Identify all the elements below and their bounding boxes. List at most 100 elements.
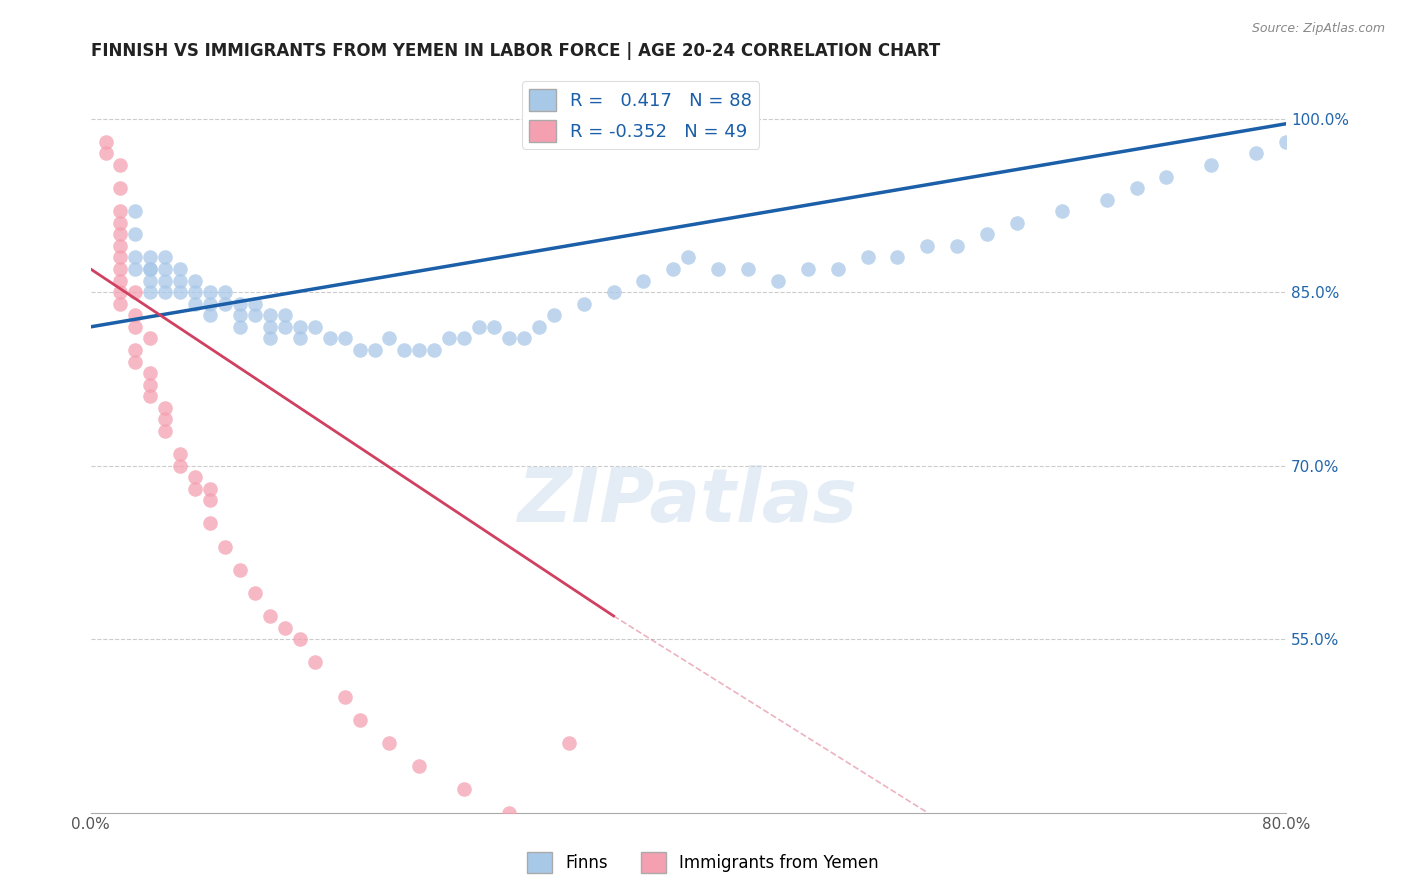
Point bbox=[1095, 193, 1118, 207]
Point bbox=[737, 262, 759, 277]
Point bbox=[169, 274, 191, 288]
Point bbox=[139, 274, 162, 288]
Point bbox=[1156, 169, 1178, 184]
Point bbox=[155, 274, 177, 288]
Point bbox=[243, 296, 266, 310]
Point bbox=[198, 308, 221, 322]
Point bbox=[439, 331, 461, 345]
Point bbox=[1125, 181, 1147, 195]
Point bbox=[229, 308, 252, 322]
Point bbox=[288, 331, 311, 345]
Point bbox=[856, 251, 879, 265]
Point bbox=[124, 285, 146, 300]
Point bbox=[155, 401, 177, 415]
Point bbox=[124, 319, 146, 334]
Point bbox=[766, 274, 789, 288]
Point bbox=[139, 366, 162, 380]
Point bbox=[155, 412, 177, 426]
Point bbox=[184, 285, 207, 300]
Point bbox=[110, 285, 132, 300]
Point bbox=[198, 516, 221, 531]
Point bbox=[707, 262, 730, 277]
Point bbox=[110, 251, 132, 265]
Point bbox=[318, 331, 340, 345]
Point bbox=[198, 285, 221, 300]
Point bbox=[94, 146, 117, 161]
Point bbox=[1334, 112, 1357, 126]
Point bbox=[169, 262, 191, 277]
Point bbox=[124, 262, 146, 277]
Point bbox=[602, 285, 624, 300]
Point bbox=[453, 331, 475, 345]
Point bbox=[408, 343, 430, 357]
Point bbox=[124, 354, 146, 368]
Point bbox=[198, 493, 221, 508]
Point bbox=[1275, 135, 1298, 149]
Point bbox=[139, 389, 162, 403]
Point bbox=[1305, 123, 1327, 137]
Point bbox=[946, 239, 969, 253]
Point bbox=[139, 251, 162, 265]
Legend: Finns, Immigrants from Yemen: Finns, Immigrants from Yemen bbox=[520, 846, 886, 880]
Point bbox=[558, 736, 581, 750]
Point bbox=[110, 296, 132, 310]
Point bbox=[662, 262, 685, 277]
Point bbox=[1244, 146, 1267, 161]
Point bbox=[139, 262, 162, 277]
Point bbox=[333, 690, 356, 704]
Point bbox=[1199, 158, 1222, 172]
Point bbox=[288, 319, 311, 334]
Point bbox=[184, 482, 207, 496]
Point bbox=[363, 343, 385, 357]
Point bbox=[124, 251, 146, 265]
Point bbox=[304, 319, 326, 334]
Point bbox=[1364, 112, 1386, 126]
Point bbox=[259, 319, 281, 334]
Point bbox=[94, 135, 117, 149]
Point bbox=[155, 251, 177, 265]
Point bbox=[917, 239, 939, 253]
Point bbox=[527, 319, 550, 334]
Point bbox=[288, 632, 311, 646]
Point bbox=[214, 285, 236, 300]
Point bbox=[155, 262, 177, 277]
Point bbox=[423, 343, 446, 357]
Point bbox=[184, 296, 207, 310]
Point bbox=[110, 181, 132, 195]
Point bbox=[349, 343, 371, 357]
Point bbox=[498, 331, 520, 345]
Point bbox=[633, 274, 655, 288]
Point bbox=[139, 377, 162, 392]
Point bbox=[468, 319, 491, 334]
Point bbox=[110, 216, 132, 230]
Point bbox=[139, 331, 162, 345]
Point bbox=[394, 343, 416, 357]
Point bbox=[198, 482, 221, 496]
Point bbox=[214, 540, 236, 554]
Point bbox=[482, 319, 505, 334]
Point bbox=[124, 227, 146, 242]
Point bbox=[169, 458, 191, 473]
Point bbox=[198, 296, 221, 310]
Point bbox=[124, 308, 146, 322]
Text: Source: ZipAtlas.com: Source: ZipAtlas.com bbox=[1251, 22, 1385, 36]
Point bbox=[169, 285, 191, 300]
Point bbox=[243, 586, 266, 600]
Point bbox=[543, 308, 565, 322]
Point bbox=[1050, 204, 1073, 219]
Point bbox=[1005, 216, 1028, 230]
Point bbox=[333, 331, 356, 345]
Point bbox=[378, 736, 401, 750]
Point bbox=[259, 609, 281, 624]
Point bbox=[243, 308, 266, 322]
Point bbox=[304, 655, 326, 669]
Point bbox=[214, 296, 236, 310]
Point bbox=[229, 563, 252, 577]
Text: FINNISH VS IMMIGRANTS FROM YEMEN IN LABOR FORCE | AGE 20-24 CORRELATION CHART: FINNISH VS IMMIGRANTS FROM YEMEN IN LABO… bbox=[90, 42, 939, 60]
Point bbox=[124, 204, 146, 219]
Point bbox=[110, 274, 132, 288]
Point bbox=[259, 331, 281, 345]
Point bbox=[139, 285, 162, 300]
Point bbox=[572, 296, 595, 310]
Point bbox=[184, 470, 207, 484]
